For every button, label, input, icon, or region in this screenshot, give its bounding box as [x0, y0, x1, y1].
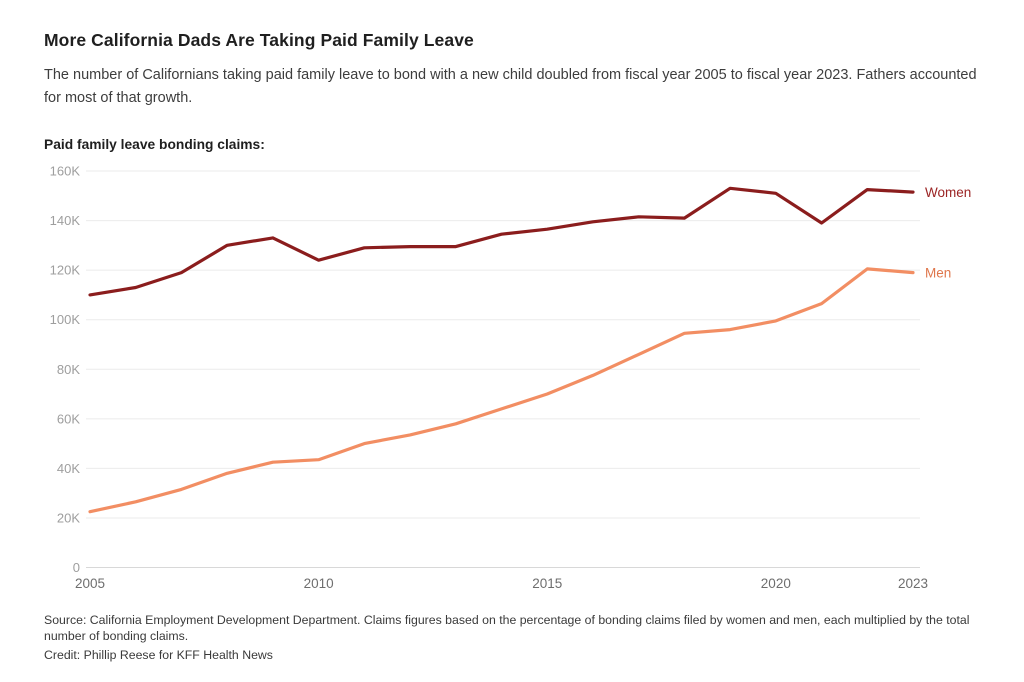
y-axis-tick-label: 0 [73, 560, 80, 575]
y-axis-tick-label: 100K [50, 312, 81, 327]
y-axis-tick-label: 40K [57, 461, 80, 476]
x-axis-tick-label: 2015 [532, 576, 562, 591]
source-note: Source: California Employment Developmen… [44, 612, 970, 644]
legend-label-women: Women [925, 185, 971, 200]
credit-note: Credit: Phillip Reese for KFF Health New… [44, 648, 273, 663]
y-axis-tick-label: 160K [50, 163, 81, 178]
x-axis-tick-label: 2005 [75, 576, 105, 591]
legend-label-men: Men [925, 266, 951, 281]
article-page: More California Dads Are Taking Paid Fam… [44, 30, 980, 664]
women-line [88, 186, 915, 297]
x-axis-tick-label: 2020 [761, 576, 791, 591]
y-axis-tick-label: 60K [57, 411, 80, 426]
y-axis-tick-label: 120K [50, 263, 81, 278]
chart-footer: Source: California Employment Developmen… [44, 612, 980, 664]
x-axis-tick-label: 2010 [304, 576, 334, 591]
men-line [88, 267, 915, 514]
line-chart: 0 20K 40K 60K 80K 100K 120K 140K 160K 2005 2010 201… [50, 163, 972, 591]
chart-area: 0 20K 40K 60K 80K 100K 120K 140K 160K 2005 2010 201… [44, 158, 980, 600]
y-axis-tick-label: 20K [57, 510, 80, 525]
page-subtitle: The number of Californians taking paid f… [44, 67, 977, 107]
x-axis-tick-label: 2023 [898, 576, 928, 591]
page-title: More California Dads Are Taking Paid Fam… [44, 30, 474, 50]
chart-heading: Paid family leave bonding claims: [44, 136, 265, 152]
y-axis-tick-label: 80K [57, 362, 80, 377]
y-axis-tick-label: 140K [50, 213, 81, 228]
